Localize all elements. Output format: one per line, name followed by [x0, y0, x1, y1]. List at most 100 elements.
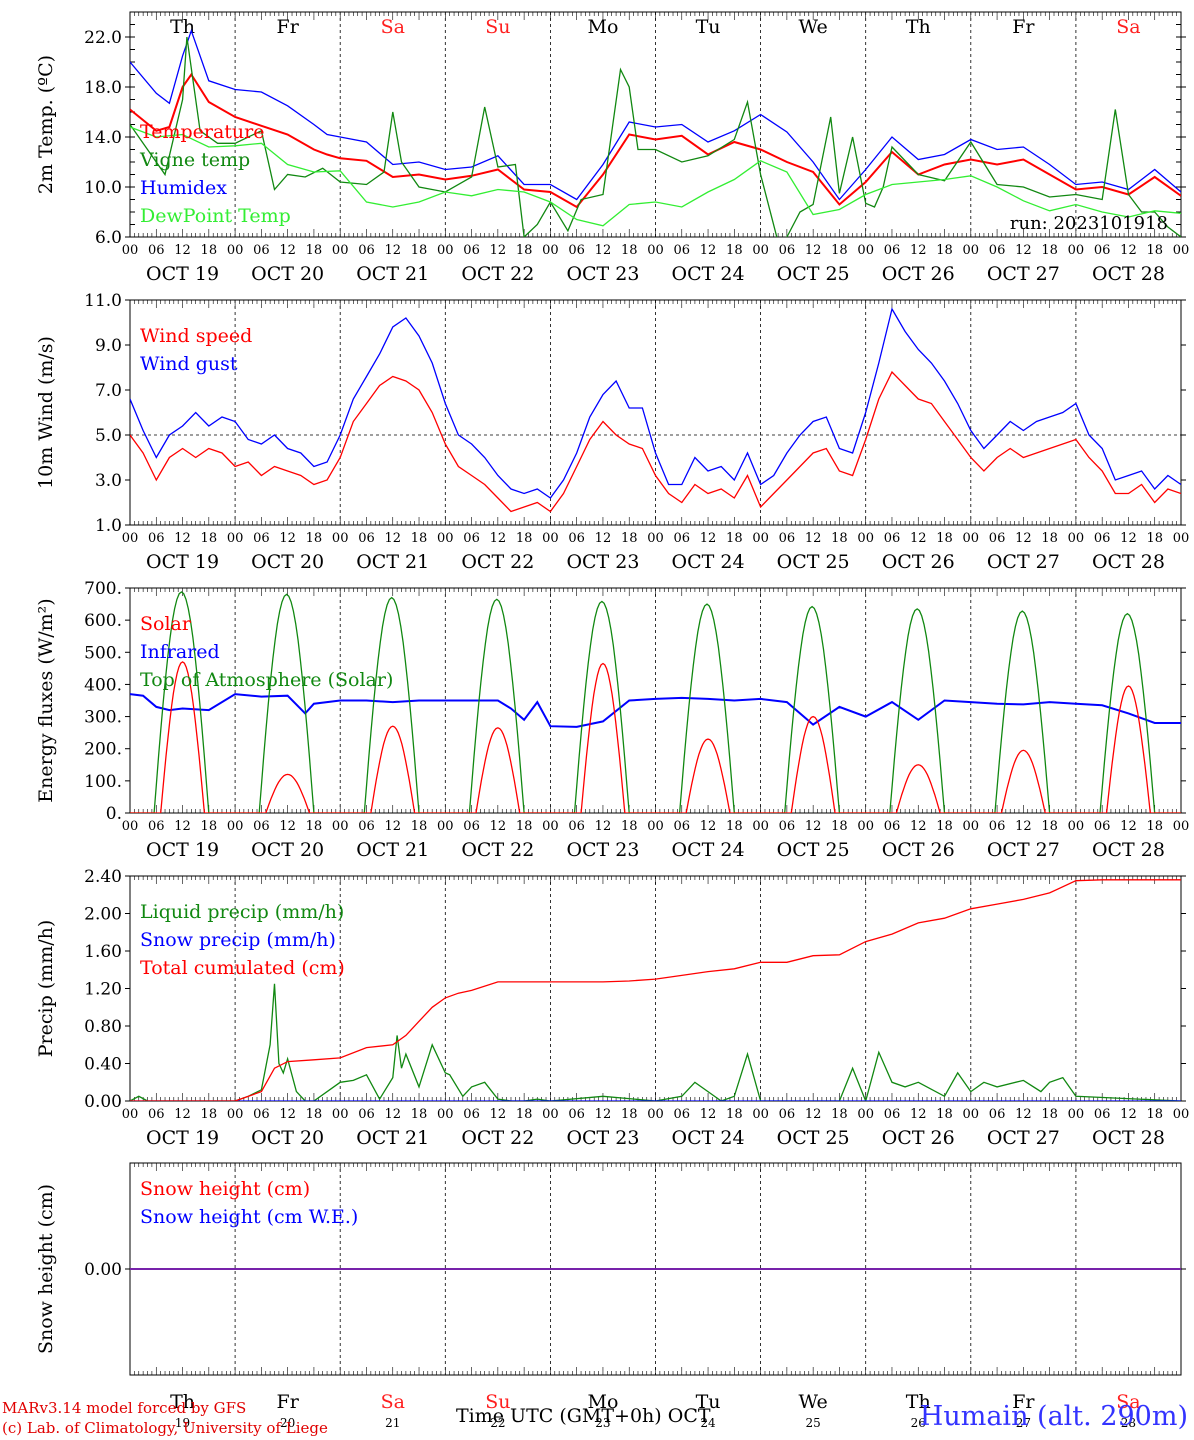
day-number-label: 23 — [595, 1416, 610, 1430]
series-top-of-atmosphere-solar- — [970, 610, 1076, 813]
y-axis-label: Precip (mm/h) — [35, 920, 57, 1058]
credit-model: MARv3.14 model forced by GFS — [2, 1399, 247, 1417]
series-temperature — [130, 72, 1181, 209]
day-abbr-label: Sa — [1116, 16, 1140, 38]
hour-tick-label: 18 — [411, 819, 428, 834]
legend-entry: Wind speed — [140, 325, 252, 347]
date-label: OCT 27 — [987, 551, 1060, 573]
date-label: OCT 28 — [1092, 263, 1165, 285]
date-label: OCT 24 — [672, 551, 745, 573]
hour-tick-label: 12 — [595, 1107, 612, 1122]
hour-tick-label: 06 — [1094, 1107, 1111, 1122]
hour-tick-label: 00 — [227, 243, 244, 258]
hour-tick-label: 00 — [963, 819, 980, 834]
series-solar — [340, 725, 446, 813]
day-abbr-label: Th — [170, 1391, 195, 1413]
series-solar — [445, 727, 551, 813]
panel-wind: 1.0 3.0 5.0 7.0 9.0 11.0 10m Wind (m/s) 00 06 12 1… — [35, 291, 1189, 573]
hour-tick-label: 00 — [752, 531, 769, 546]
panel-snow: 0.00 Snow height (cm) Th 19 Fr 20 Sa 21 Su 22 Mo 23… — [35, 1162, 1186, 1430]
hour-tick-label: 12 — [1120, 1107, 1137, 1122]
hour-tick-label: 12 — [174, 1107, 191, 1122]
legend-entry: Vigne temp — [139, 149, 250, 171]
series-dewpoint-temp — [130, 126, 1181, 227]
legend-entry: DewPoint Temp — [140, 205, 291, 227]
hour-tick-label: 00 — [647, 1107, 664, 1122]
date-label: OCT 20 — [251, 1127, 324, 1149]
hour-tick-label: 06 — [779, 1107, 796, 1122]
hour-tick-label: 00 — [227, 1107, 244, 1122]
hour-tick-label: 12 — [595, 819, 612, 834]
hour-tick-label: 18 — [726, 1107, 743, 1122]
hour-tick-label: 00 — [752, 243, 769, 258]
y-tick-label: 1.20 — [84, 980, 122, 1000]
y-tick-label: 2.00 — [84, 905, 122, 925]
hour-tick-label: 00 — [437, 819, 454, 834]
day-abbr-label: Mo — [587, 1391, 618, 1413]
hour-tick-label: 06 — [989, 1107, 1006, 1122]
hour-tick-label: 06 — [358, 243, 375, 258]
hour-tick-label: 12 — [490, 243, 507, 258]
hour-tick-label: 00 — [542, 531, 559, 546]
day-number-label: 21 — [385, 1416, 400, 1430]
plot-frame — [129, 11, 1182, 238]
day-abbr-label: Fr — [1012, 1391, 1035, 1413]
hour-tick-label: 18 — [411, 1107, 428, 1122]
y-tick-label: 22.0 — [84, 28, 122, 48]
hour-tick-label: 18 — [1146, 819, 1163, 834]
legend-entry: Snow height (cm W.E.) — [140, 1206, 358, 1228]
date-label: OCT 24 — [672, 263, 745, 285]
hour-tick-label: 18 — [726, 819, 743, 834]
hour-tick-label: 00 — [1173, 819, 1190, 834]
hour-tick-label: 00 — [332, 819, 349, 834]
hour-tick-label: 00 — [963, 531, 980, 546]
hour-tick-label: 06 — [674, 531, 691, 546]
day-abbr-label: Mo — [587, 16, 618, 38]
hour-tick-label: 18 — [1041, 531, 1058, 546]
hour-tick-label: 06 — [779, 531, 796, 546]
panel-precip: 0.00 0.40 0.80 1.20 1.60 2.00 2.40 Precip (mm/h… — [35, 867, 1189, 1149]
hour-tick-label: 00 — [332, 243, 349, 258]
hour-tick-label: 12 — [490, 819, 507, 834]
day-abbr-label: Fr — [277, 1391, 300, 1413]
legend-entry: Top of Atmosphere (Solar) — [140, 669, 393, 691]
day-abbr-label: Su — [485, 16, 510, 38]
y-tick-label: 2.40 — [84, 867, 122, 887]
hour-tick-label: 00 — [1068, 1107, 1085, 1122]
hour-tick-label: 18 — [1041, 1107, 1058, 1122]
hour-tick-label: 18 — [516, 819, 533, 834]
hour-tick-label: 18 — [936, 819, 953, 834]
hour-tick-label: 12 — [805, 243, 822, 258]
hour-tick-label: 00 — [332, 1107, 349, 1122]
legend-entry: Solar — [140, 613, 192, 635]
series-solar — [550, 662, 656, 813]
hour-tick-label: 18 — [936, 1107, 953, 1122]
hour-tick-label: 18 — [1146, 1107, 1163, 1122]
date-label: OCT 28 — [1092, 839, 1165, 861]
series-top-of-atmosphere-solar- — [130, 591, 236, 813]
day-abbr-label: Tu — [696, 1391, 721, 1413]
hour-tick-label: 12 — [700, 243, 717, 258]
series-group — [130, 307, 1181, 513]
day-number-label: 25 — [806, 1416, 821, 1430]
y-tick-label: 5.0 — [95, 426, 122, 446]
run-label: run: 2023101918 — [1010, 213, 1168, 234]
day-abbr-label: Su — [485, 1391, 510, 1413]
day-number-label: 19 — [175, 1416, 190, 1430]
hour-tick-label: 18 — [516, 531, 533, 546]
date-label: OCT 21 — [356, 839, 429, 861]
hour-tick-label: 12 — [174, 531, 191, 546]
y-tick-label: 200. — [84, 740, 122, 760]
hour-tick-label: 12 — [384, 819, 401, 834]
hour-tick-label: 00 — [752, 819, 769, 834]
hour-tick-label: 00 — [963, 243, 980, 258]
date-label: OCT 26 — [882, 1127, 955, 1149]
date-label: OCT 19 — [146, 551, 219, 573]
hour-tick-label: 18 — [621, 243, 638, 258]
series-top-of-atmosphere-solar- — [1075, 612, 1181, 813]
series-wind-speed — [130, 370, 1181, 513]
hour-tick-label: 06 — [463, 1107, 480, 1122]
legend-entry: Total cumulated (cm) — [140, 957, 345, 979]
legend-entry: Humidex — [140, 177, 227, 199]
date-label: OCT 27 — [987, 839, 1060, 861]
